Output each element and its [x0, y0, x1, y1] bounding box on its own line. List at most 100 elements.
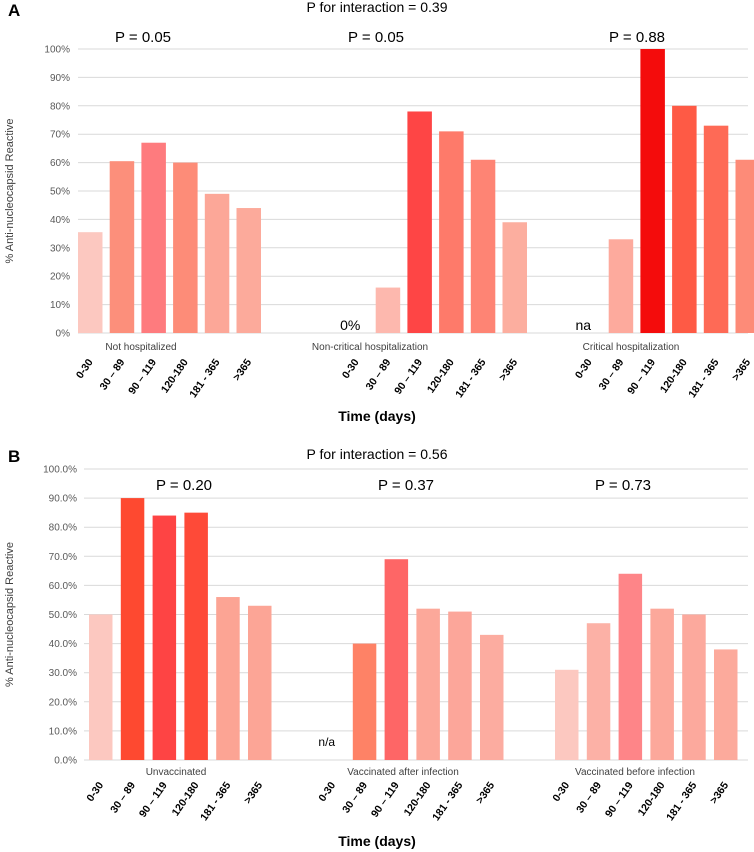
panel-b-group-label-1: Unvaccinated	[146, 767, 207, 778]
panel-a-p-value-2: P = 0.05	[348, 29, 404, 46]
panel-a-bar-2-3	[407, 111, 432, 333]
panel-b-bar-1-2	[120, 498, 145, 760]
panel-a-bar-3-6	[735, 159, 754, 333]
panel-a-category-label: 0-30	[340, 357, 362, 381]
panel-a-bar-2-6	[502, 222, 527, 333]
panel-b-label: B	[8, 447, 20, 466]
panel-a-y-tick-label: 50%	[50, 187, 70, 198]
panel-b-y-tick-label: 40.0%	[49, 639, 77, 650]
panel-b-category-label: 30 – 89	[108, 780, 138, 816]
panel-a-bar-2-2	[375, 287, 401, 333]
panel-a-category-label: 0-30	[74, 357, 96, 381]
panel-b-y-tick-label: 100.0%	[43, 465, 77, 476]
panel-b-group-label-3: Vaccinated before infection	[575, 767, 695, 778]
panel-b-bar-3-5	[682, 614, 706, 760]
panel-b-category-label: 30 – 89	[340, 780, 370, 816]
panel-b-category-label: 120-180	[170, 780, 202, 819]
panel-a-y-tick-label: 0%	[56, 329, 71, 340]
panel-a-y-tick-label: 90%	[50, 73, 70, 84]
panel-b-category-label: 120-180	[636, 780, 668, 819]
panel-b-bar-1-4	[184, 512, 208, 760]
panel-a-bar-1-2	[109, 161, 135, 333]
panel-a-category-label: 90 – 119	[126, 357, 159, 397]
panel-b-bar-2-5	[448, 611, 472, 760]
panel-a-bar-1-3	[141, 142, 166, 333]
panel-b-category-label: 90 – 119	[137, 780, 170, 820]
panel-b-bar-2-4	[416, 608, 440, 760]
panel-a-interaction-title: P for interaction = 0.39	[307, 0, 448, 15]
panel-a-bar-1-4	[173, 162, 198, 333]
panel-a-category-label: 120-180	[425, 357, 457, 396]
panel-a-missing-label-2: 0%	[340, 317, 360, 333]
panel-b-x-axis-title: Time (days)	[338, 833, 416, 849]
panel-a-category-label: 181 - 365	[453, 357, 488, 400]
panel-a-group-label-3: Critical hospitalization	[583, 342, 680, 353]
panel-b-y-tick-label: 20.0%	[49, 697, 77, 708]
panel-b-group-label-2: Vaccinated after infection	[347, 767, 459, 778]
panel-a-category-label: 90 – 119	[392, 357, 425, 397]
panel-b-category-label: 30 – 89	[574, 780, 604, 816]
panel-b-category-label: >365	[708, 780, 731, 806]
panel-a-category-label: >365	[497, 357, 520, 383]
panel-b-category-label: 0-30	[550, 780, 572, 804]
panel-b-category-label: 0-30	[316, 780, 338, 804]
panel-b-category-label: 90 – 119	[603, 780, 636, 820]
panel-b-p-value-1: P = 0.20	[156, 477, 212, 494]
panel-b-category-label: >365	[242, 780, 265, 806]
panel-a-bar-3-2	[608, 239, 634, 333]
panel-b-bar-1-3	[152, 515, 177, 760]
panel-a-x-axis-title: Time (days)	[338, 408, 416, 424]
panel-b-y-tick-label: 60.0%	[49, 581, 77, 592]
panel-b-y-tick-label: 90.0%	[49, 494, 77, 505]
panel-a-category-label: >365	[730, 357, 753, 383]
panel-a-label: A	[8, 1, 20, 20]
panel-a-y-tick-label: 10%	[50, 300, 70, 311]
panel-a-category-label: 181 - 365	[187, 357, 222, 400]
panel-b-bar-1-6	[248, 605, 272, 760]
panel-b-y-axis-title: % Anti-nucleocapsid Reactive	[4, 542, 16, 687]
panel-a-bar-3-4	[672, 105, 697, 333]
panel-a-category-label: 30 – 89	[596, 357, 626, 393]
panel-a-y-tick-label: 20%	[50, 272, 70, 283]
panel-a-y-tick-label: 70%	[50, 130, 70, 141]
panel-a-y-tick-label: 100%	[44, 45, 70, 56]
panel-a-category-label: 30 – 89	[363, 357, 393, 393]
panel-a-p-value-1: P = 0.05	[115, 29, 171, 46]
panel-b-bar-2-3	[384, 559, 409, 760]
panel-a-p-value-3: P = 0.88	[609, 29, 665, 46]
panel-a-group-label-1: Not hospitalized	[105, 342, 176, 353]
panel-b-category-label: 0-30	[84, 780, 106, 804]
panel-b-y-tick-label: 70.0%	[49, 552, 77, 563]
panel-b-y-tick-label: 50.0%	[49, 610, 77, 621]
panel-b-bar-2-6	[480, 634, 504, 760]
panel-b-bar-1-5	[216, 597, 240, 760]
panel-a-bar-2-4	[439, 131, 464, 333]
panel-a-missing-label-3: na	[575, 317, 591, 333]
panel-b-p-value-3: P = 0.73	[595, 477, 651, 494]
panel-a-category-label: 120-180	[159, 357, 191, 396]
panel-a-category-label: 181 - 365	[686, 357, 721, 400]
panel-b-bar-3-1	[555, 669, 579, 760]
panel-b-y-tick-label: 10.0%	[49, 726, 77, 737]
panel-a-category-label: 0-30	[573, 357, 595, 381]
panel-b-p-value-2: P = 0.37	[378, 477, 434, 494]
panel-a-category-label: 90 – 119	[625, 357, 658, 397]
panel-a-y-tick-label: 80%	[50, 101, 70, 112]
panel-b-missing-label-2: n/a	[318, 735, 335, 749]
panel-a-y-axis-title: % Anti-nucleocapsid Reactive	[4, 119, 16, 264]
panel-a-y-tick-label: 40%	[50, 215, 70, 226]
panel-b-category-label: 90 – 119	[369, 780, 402, 820]
panel-a-category-label: 120-180	[658, 357, 690, 396]
panel-b-y-tick-label: 30.0%	[49, 668, 77, 679]
panel-b-interaction-title: P for interaction = 0.56	[307, 446, 448, 462]
panel-a-bar-1-6	[236, 208, 261, 333]
panel-b-bar-3-4	[650, 608, 674, 760]
panel-a-category-label: 30 – 89	[97, 357, 127, 393]
panel-b-bar-3-2	[586, 623, 611, 760]
panel-b-y-tick-label: 0.0%	[54, 756, 77, 767]
panel-a-bar-3-5	[703, 125, 729, 334]
panel-a-bar-2-5	[470, 159, 496, 333]
panel-b-bar-2-2	[352, 643, 377, 760]
panel-b-bar-3-3	[618, 573, 643, 760]
